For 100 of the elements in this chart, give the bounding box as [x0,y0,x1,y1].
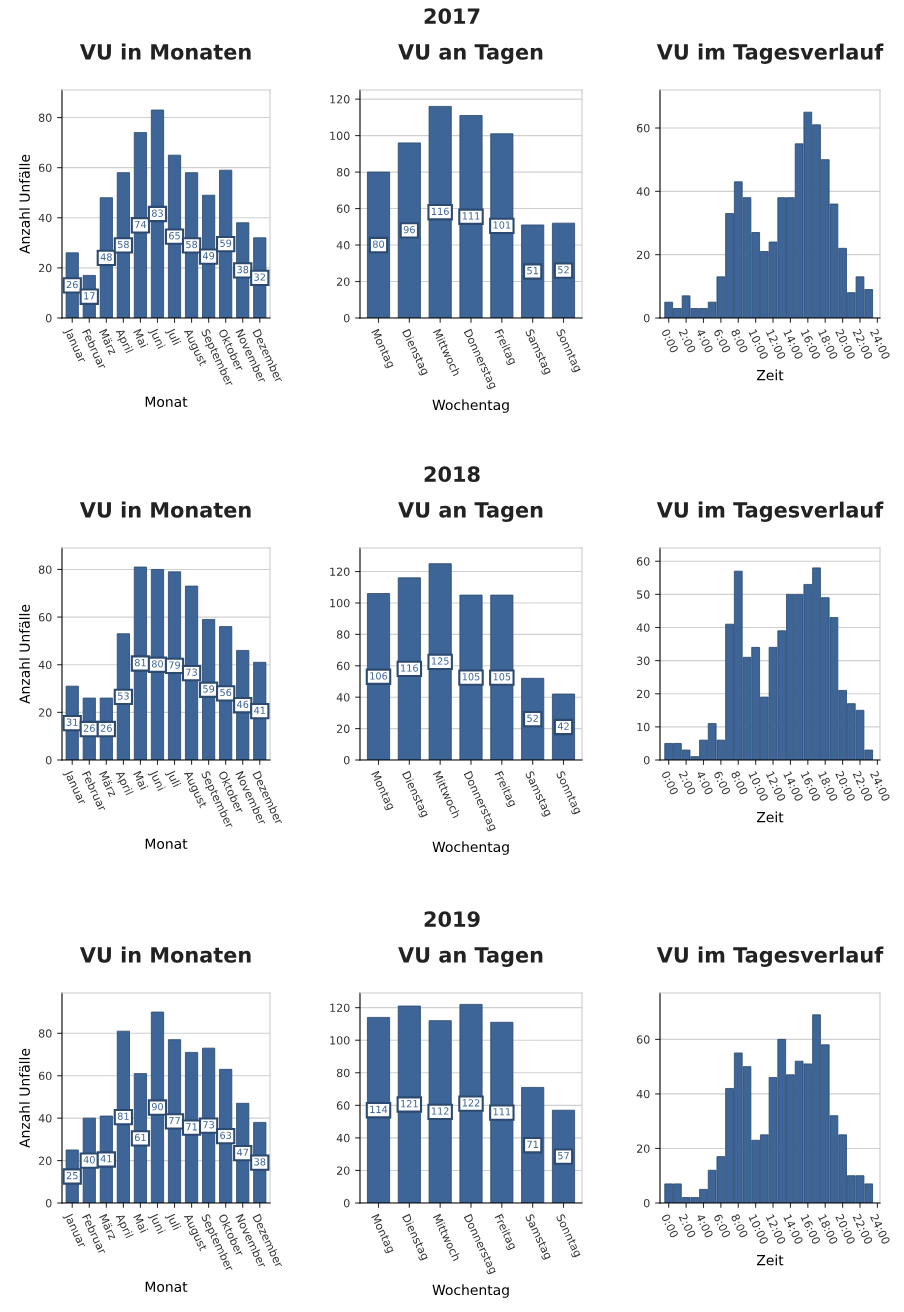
bar [366,593,391,760]
chart-title: VU an Tagen [398,947,543,967]
x-tick-label: Juni [147,1212,166,1235]
x-tick-label: 6:00 [713,770,731,796]
data-label: 114 [370,1105,388,1113]
x-tick-label: 4:00 [695,770,714,796]
x-tick-label: Juli [164,769,182,789]
x-tick-label: 0:00 [661,770,679,796]
data-label: 49 [202,252,215,260]
y-axis-title: Anzahl Unfälle [19,604,30,704]
y-tick-label: 60 [636,557,650,566]
data-label: 58 [117,240,129,249]
x-tick-label: 2:00 [678,328,697,354]
data-label: 52 [558,266,569,274]
y-tick-label: 50 [637,590,650,599]
x-tick-label: 8:00 [730,770,749,796]
y-tick-label: 20 [336,277,350,286]
y-tick-label: 80 [38,113,52,122]
x-axis-title: Wochentag [432,1284,509,1298]
data-label: 52 [527,714,538,722]
x-axis-title: Wochentag [432,841,509,855]
y-tick-label: 40 [38,213,52,223]
y-tick-label: 80 [336,1068,350,1078]
data-label: 61 [134,1133,146,1142]
data-label: 111 [493,1108,511,1116]
data-label: 71 [186,1123,197,1131]
bar [459,115,483,318]
data-label: 122 [462,1099,480,1107]
data-label: 41 [254,706,266,714]
chart-title: VU an Tagen [398,502,543,522]
data-label: 58 [186,240,198,249]
data-label: 26 [83,724,95,732]
data-label: 57 [558,1152,569,1160]
y-axis-title: Anzahl Unfälle [19,1048,30,1148]
bar [490,1021,514,1203]
data-label: 26 [66,280,78,289]
data-label: 26 [100,724,112,732]
y-tick-label: 0 [643,755,650,765]
bar [428,563,452,760]
data-label: 31 [66,718,78,726]
data-label: 41 [100,1155,112,1163]
y-tick-label: 20 [38,263,52,273]
y-axis-title: Anzahl Unfälle [19,154,30,254]
bar [459,594,483,760]
data-label: 63 [220,1131,232,1139]
y-tick-label: 60 [38,613,52,622]
data-label: 73 [203,1121,215,1129]
data-label: 105 [462,673,480,681]
y-tick-label: 0 [343,755,350,765]
data-label: 25 [66,1171,78,1180]
y-tick-label: 80 [38,565,52,574]
data-label: 42 [557,722,569,730]
chart-title: VU im Tagesverlauf [656,43,884,64]
x-axis-title: Zeit [756,811,784,823]
x-axis-title: Monat [145,838,188,850]
data-label: 17 [84,292,95,300]
y-tick-label: 20 [38,1156,52,1165]
y-tick-label: 40 [336,693,350,702]
y-tick-label: 80 [336,630,350,639]
bar [490,594,514,760]
data-label: 112 [431,1107,449,1115]
data-label: 77 [169,1116,180,1125]
chart-title: VU in Monaten [79,946,251,963]
bar [490,133,514,318]
y-tick-label: 0 [343,313,350,323]
y-tick-label: 10 [637,722,650,732]
y-tick-label: 60 [336,661,350,671]
y-tick-label: 20 [336,724,350,733]
y-tick-label: 40 [38,1114,52,1123]
bar [397,577,421,760]
x-tick-label: 0:00 [661,328,679,354]
bar [428,1020,452,1203]
data-label: 38 [254,1158,266,1166]
chart-title: VU im Tagesverlauf [656,501,884,522]
data-label: 121 [401,1099,418,1108]
y-tick-label: 60 [38,1071,52,1081]
chart-title: VU an Tagen [398,44,543,64]
data-label: 73 [186,668,197,676]
x-tick-label: Juli [164,1212,182,1232]
data-label: 56 [220,688,232,697]
data-label: 116 [431,207,449,216]
y-tick-label: 20 [636,1144,650,1153]
data-label: 74 [135,220,147,228]
data-label: 101 [493,221,511,229]
y-tick-label: 0 [45,313,52,323]
y-tick-label: 120 [330,95,350,104]
x-tick-label: Mai [133,1213,149,1234]
text: 2018 [424,466,480,483]
y-tick-label: 0 [45,1198,52,1208]
x-tick-label: 8:00 [730,1213,749,1239]
data-label: 105 [493,673,511,681]
y-tick-label: 20 [636,689,650,699]
data-label: 32 [254,273,265,281]
data-label: 106 [370,672,388,680]
x-tick-label: 4:00 [695,328,714,354]
data-label: 81 [117,1112,129,1120]
data-label: 71 [527,1140,538,1148]
data-label: 65 [169,232,180,240]
bar [366,171,391,318]
bar [397,142,421,318]
